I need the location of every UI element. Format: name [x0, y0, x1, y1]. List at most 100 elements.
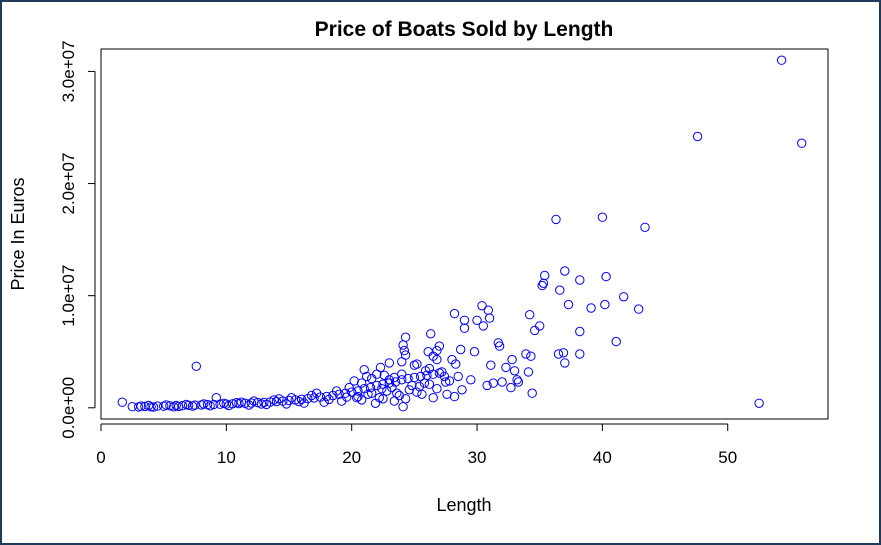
data-points — [117, 55, 807, 412]
data-point — [432, 354, 442, 365]
data-point — [187, 401, 198, 411]
data-point — [199, 399, 209, 409]
y-axis-label: Price In Euros — [8, 177, 28, 290]
data-point — [619, 292, 629, 302]
data-point — [459, 315, 470, 325]
data-point — [409, 360, 420, 370]
data-point — [404, 385, 414, 395]
data-point — [378, 394, 388, 404]
data-point — [174, 401, 184, 412]
data-point — [321, 391, 332, 402]
data-point — [136, 401, 146, 411]
data-point — [269, 395, 279, 405]
data-point — [259, 397, 269, 408]
data-point — [754, 398, 764, 408]
data-point — [525, 310, 535, 320]
data-point — [219, 398, 229, 408]
data-point — [215, 399, 225, 409]
chart-title: Price of Boats Sold by Length — [315, 18, 614, 41]
data-point — [398, 402, 408, 412]
data-point — [281, 399, 292, 409]
data-point — [486, 360, 496, 370]
data-point — [537, 280, 547, 291]
data-point — [324, 394, 334, 405]
data-point — [521, 349, 531, 359]
data-point — [352, 393, 362, 403]
data-point — [397, 369, 407, 379]
data-point — [261, 399, 272, 410]
data-point — [294, 396, 304, 407]
data-point — [560, 358, 570, 368]
data-point — [507, 354, 517, 365]
data-point — [143, 400, 154, 411]
data-point — [634, 304, 644, 314]
data-point — [456, 344, 466, 355]
x-tick-label: 10 — [217, 448, 236, 467]
data-point — [117, 397, 128, 407]
y-tick-label: 1.0e+07 — [59, 265, 78, 327]
y-tick-label: 2.0e+07 — [59, 153, 78, 215]
x-tick-label: 20 — [342, 448, 361, 467]
data-point — [319, 397, 329, 407]
x-axis-label: Length — [436, 495, 491, 515]
x-tick-label: 0 — [96, 448, 105, 467]
data-point — [551, 214, 561, 225]
data-point — [483, 305, 493, 315]
data-point — [441, 377, 451, 387]
data-point — [399, 345, 409, 356]
data-point — [347, 387, 357, 397]
data-point — [538, 278, 549, 288]
data-point — [563, 299, 574, 310]
data-point — [181, 399, 191, 410]
data-point — [442, 389, 452, 399]
data-point — [205, 401, 215, 411]
data-point — [389, 396, 399, 406]
y-tick-label: 0.0e+00 — [59, 377, 78, 439]
data-point — [374, 393, 384, 403]
data-point — [797, 138, 807, 148]
data-point — [246, 398, 257, 408]
data-point — [286, 393, 297, 403]
plot-box — [100, 48, 829, 420]
data-point — [377, 384, 387, 394]
data-point — [299, 398, 309, 408]
data-point — [506, 382, 516, 393]
data-point — [148, 402, 159, 412]
data-point — [482, 380, 492, 391]
data-point — [424, 363, 435, 374]
data-point — [451, 359, 461, 369]
data-point — [501, 362, 511, 373]
x-tick-label: 50 — [718, 448, 737, 467]
data-point — [236, 397, 247, 407]
data-point — [363, 389, 373, 399]
data-point — [692, 131, 703, 142]
data-point — [231, 398, 242, 408]
data-point — [558, 348, 569, 358]
data-point — [417, 389, 427, 399]
y-tick-label: 3.0e+07 — [59, 40, 78, 102]
data-point — [555, 285, 565, 295]
data-point — [414, 381, 425, 392]
data-point — [400, 394, 411, 404]
data-point — [513, 377, 524, 387]
data-point — [527, 388, 537, 398]
data-point — [477, 301, 487, 311]
data-point — [466, 375, 476, 385]
data-point — [434, 341, 445, 351]
data-point — [423, 347, 433, 357]
data-point — [488, 378, 498, 388]
data-point — [428, 393, 438, 403]
data-point — [432, 384, 442, 394]
data-point — [400, 332, 411, 342]
data-point — [382, 386, 392, 396]
data-point — [444, 376, 455, 386]
data-point — [478, 321, 488, 331]
data-point — [384, 358, 394, 368]
data-point — [331, 386, 342, 396]
x-tick-label: 40 — [593, 448, 612, 467]
data-point — [457, 385, 467, 395]
data-point — [419, 378, 430, 388]
data-point — [560, 266, 570, 276]
